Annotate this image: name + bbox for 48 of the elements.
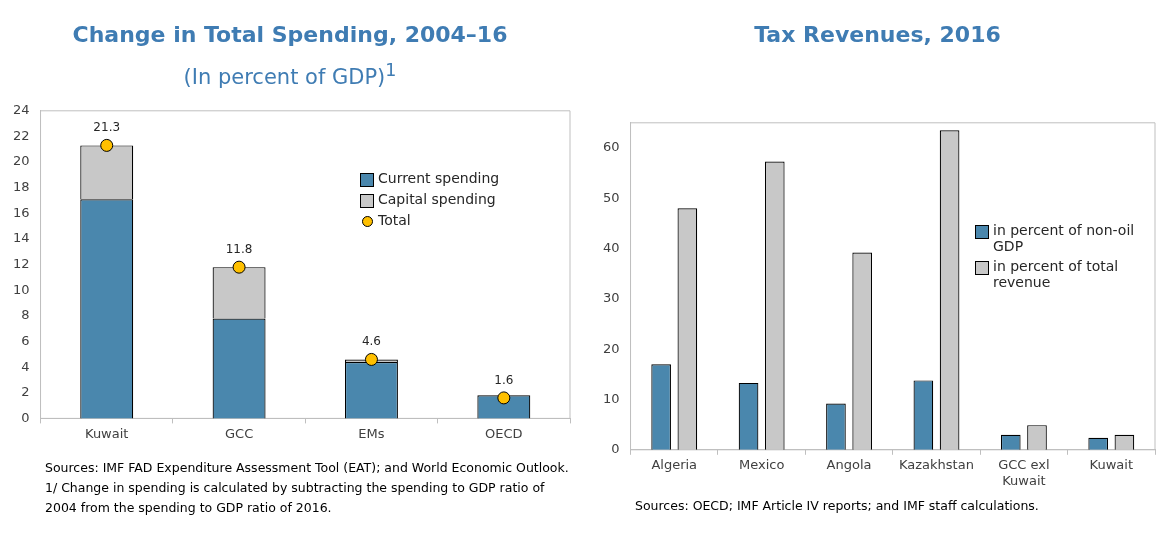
y-tick-label: 50 [603,189,620,205]
text: 1/ Change in spending is calculated by subtracting the spending to GDP ratio of 2004 from the spending to GDP ratio of 2016. [45,479,546,517]
y-tick-label: 20 [603,340,620,356]
y-tick-label: 24 [13,102,30,118]
x-tick-label: EMs [358,425,385,441]
x-tick-label: Kuwait [85,425,129,441]
x-tick-label: Algeria [651,456,698,472]
y-tick-label: 8 [21,307,30,323]
legend-label: Current spending [378,170,500,186]
source-note: Sources: OECD; IMF Article IV reports; and IMF staff calculations. [635,497,1040,515]
x-tick-label: Kazakhstan [899,456,974,472]
point [497,391,511,405]
legend-label: Capital spending [378,191,496,207]
y-tick-label: 10 [603,390,620,406]
y-tick-label: 18 [13,179,30,195]
chart-subtitle: (In percent of GDP)$^{1}$ [182,60,398,89]
y-tick-label: 0 [611,441,620,457]
y-tick-label: 22 [13,127,30,143]
y-tick-label: 2 [21,384,30,400]
point [100,138,114,152]
data-label: 4.6 [361,334,381,349]
y-tick-label: 10 [13,281,30,297]
y-tick-label: 60 [603,139,620,155]
x-tick-label: Mexico [738,456,785,472]
x-tick-label: GCC [224,425,254,441]
data-label: 1.6 [494,372,514,387]
legend-label: Total [378,212,411,228]
x-tick-label: OECD [485,425,523,441]
x-tick-label: GCC exl Kuwait [998,456,1050,488]
y-tick-label: 30 [603,290,620,306]
y-tick-label: 20 [13,153,30,169]
x-tick-label: Kuwait [1089,456,1134,472]
y-tick-label: 4 [21,358,30,374]
y-tick-label: 16 [13,204,30,220]
chart-title: Change in Total Spending, 2004–16 [71,22,509,47]
data-label: 21.3 [93,120,121,135]
chart-title: Tax Revenues, 2016 [753,22,1002,47]
x-tick-label: Angola [826,456,872,472]
data-label: 11.8 [225,242,253,257]
point [232,260,246,274]
legend-label: in percent of total revenue [993,258,1120,290]
y-tick-label: 0 [21,409,30,425]
point [364,352,378,366]
source-note: Sources: IMF FAD Expenditure Assessment Tool (EAT); and World Economic Outlook. [45,459,570,477]
y-tick-label: 12 [13,255,30,271]
y-tick-label: 40 [603,239,620,255]
y-tick-label: 6 [21,332,30,348]
y-tick-label: 14 [13,230,30,246]
